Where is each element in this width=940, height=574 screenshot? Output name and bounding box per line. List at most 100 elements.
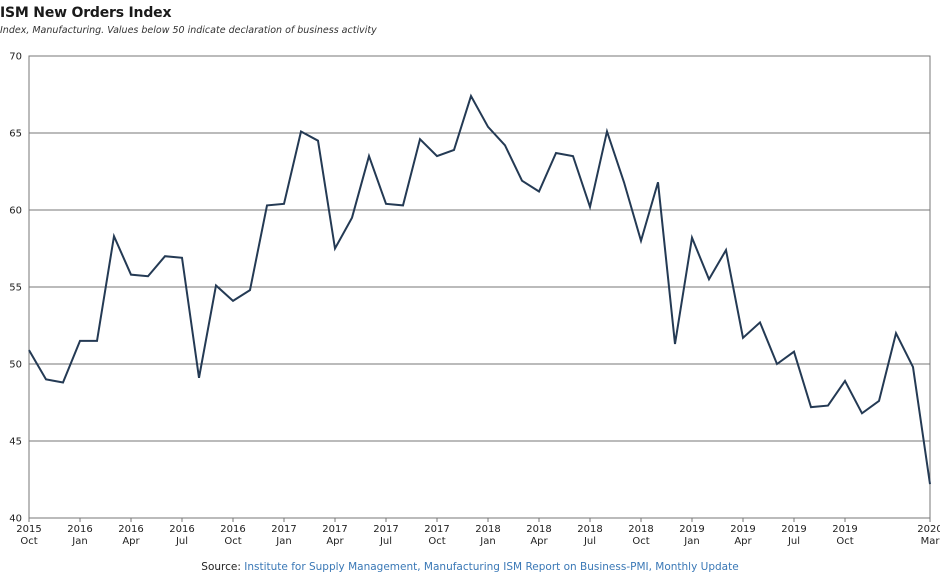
chart-subtitle: Index, Manufacturing. Values below 50 in… bbox=[0, 25, 377, 36]
data-point bbox=[349, 215, 355, 221]
chart-title: ISM New Orders Index bbox=[0, 5, 172, 21]
data-point bbox=[315, 138, 321, 144]
x-tick-month: Jul bbox=[379, 536, 392, 547]
x-tick-year: 2019 bbox=[679, 524, 704, 535]
data-point bbox=[774, 361, 780, 367]
data-point bbox=[825, 403, 831, 409]
data-point bbox=[689, 235, 695, 241]
data-point bbox=[740, 335, 746, 341]
data-point bbox=[400, 202, 406, 208]
data-point bbox=[655, 179, 661, 185]
x-tick-year: 2016 bbox=[169, 524, 194, 535]
data-point bbox=[43, 376, 49, 382]
x-tick-month: Mar bbox=[921, 536, 940, 547]
source-link[interactable]: Institute for Supply Management, Manufac… bbox=[244, 561, 739, 573]
x-tick-year: 2017 bbox=[322, 524, 347, 535]
plot-area bbox=[26, 93, 933, 487]
x-tick-month: Jul bbox=[583, 536, 596, 547]
x-tick-year: 2019 bbox=[730, 524, 755, 535]
data-point bbox=[519, 178, 525, 184]
data-point bbox=[587, 204, 593, 210]
data-point bbox=[94, 338, 100, 344]
x-tick-month: Apr bbox=[122, 536, 140, 547]
x-tick-month: Jan bbox=[275, 536, 291, 547]
data-point bbox=[876, 398, 882, 404]
data-point bbox=[111, 233, 117, 239]
x-tick-year: 2018 bbox=[475, 524, 500, 535]
data-point bbox=[927, 481, 933, 487]
x-tick-year: 2017 bbox=[271, 524, 296, 535]
data-point bbox=[638, 238, 644, 244]
x-tick-month: Jul bbox=[787, 536, 800, 547]
data-point bbox=[230, 298, 236, 304]
data-point bbox=[621, 179, 627, 185]
data-point bbox=[536, 189, 542, 195]
x-tick-month: Apr bbox=[734, 536, 752, 547]
data-point bbox=[553, 150, 559, 156]
x-tick-year: 2018 bbox=[628, 524, 653, 535]
y-tick-label: 65 bbox=[9, 129, 22, 140]
x-tick-year: 2016 bbox=[220, 524, 245, 535]
data-point bbox=[485, 124, 491, 130]
y-tick-label: 55 bbox=[9, 283, 22, 294]
data-point bbox=[264, 202, 270, 208]
data-point bbox=[383, 201, 389, 207]
source-note: Source: Institute for Supply Management,… bbox=[0, 561, 940, 573]
x-tick-month: Oct bbox=[428, 536, 445, 547]
data-point bbox=[196, 375, 202, 381]
y-tick-label: 60 bbox=[9, 206, 22, 217]
data-point bbox=[502, 142, 508, 148]
grid bbox=[28, 55, 931, 519]
data-point bbox=[26, 347, 32, 353]
x-tick-month: Oct bbox=[224, 536, 241, 547]
x-tick-year: 2015 bbox=[16, 524, 41, 535]
y-tick-label: 50 bbox=[9, 360, 22, 371]
data-point bbox=[128, 272, 134, 278]
data-point bbox=[842, 378, 848, 384]
x-tick-year: 2016 bbox=[118, 524, 143, 535]
x-tick-year: 2016 bbox=[67, 524, 92, 535]
data-point bbox=[366, 153, 372, 159]
x-tick-month: Jul bbox=[175, 536, 188, 547]
data-point bbox=[434, 153, 440, 159]
x-tick-year: 2018 bbox=[526, 524, 551, 535]
data-point bbox=[570, 153, 576, 159]
data-point bbox=[706, 276, 712, 282]
data-point bbox=[451, 147, 457, 153]
data-point bbox=[468, 93, 474, 99]
x-tick-year: 2017 bbox=[373, 524, 398, 535]
data-point bbox=[417, 136, 423, 142]
data-point bbox=[723, 247, 729, 253]
x-tick-month: Oct bbox=[836, 536, 853, 547]
data-point bbox=[893, 330, 899, 336]
x-tick-month: Jan bbox=[71, 536, 87, 547]
data-point bbox=[60, 379, 66, 385]
data-point bbox=[281, 201, 287, 207]
y-axis: 40 45 50 55 60 65 70 bbox=[9, 52, 22, 525]
source-prefix: Source: bbox=[201, 561, 245, 573]
x-tick-year: 2019 bbox=[781, 524, 806, 535]
x-tick-month: Apr bbox=[326, 536, 344, 547]
series-line bbox=[28, 93, 931, 485]
x-tick-month: Oct bbox=[632, 536, 649, 547]
x-tick-year: 2017 bbox=[424, 524, 449, 535]
data-point bbox=[145, 273, 151, 279]
data-point bbox=[808, 404, 814, 410]
data-point bbox=[247, 287, 253, 293]
data-point bbox=[791, 349, 797, 355]
data-point bbox=[672, 341, 678, 347]
data-point bbox=[77, 338, 83, 344]
data-point bbox=[859, 410, 865, 416]
data-point bbox=[757, 319, 763, 325]
data-point bbox=[332, 246, 338, 252]
data-point bbox=[298, 128, 304, 134]
y-tick-label: 45 bbox=[9, 437, 22, 448]
data-point bbox=[162, 253, 168, 259]
x-axis: 2015Oct2016Jan2016Apr2016Jul2016Oct2017J… bbox=[16, 518, 940, 547]
x-tick-year: 2019 bbox=[832, 524, 857, 535]
y-tick-label: 70 bbox=[9, 52, 22, 63]
x-tick-month: Jan bbox=[683, 536, 699, 547]
x-tick-month: Apr bbox=[530, 536, 548, 547]
x-tick-month: Jan bbox=[479, 536, 495, 547]
